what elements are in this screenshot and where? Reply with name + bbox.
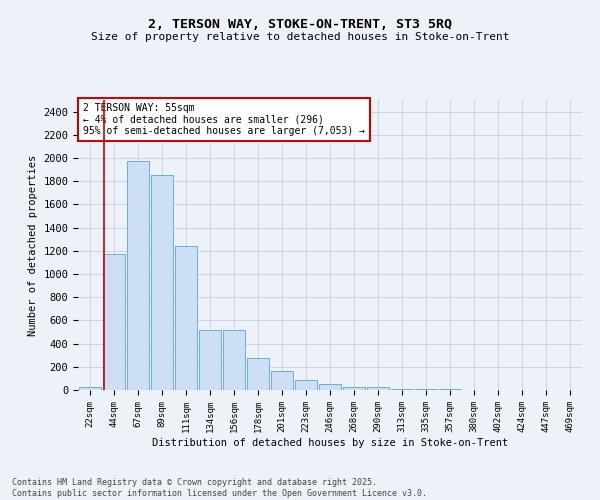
Text: Contains HM Land Registry data © Crown copyright and database right 2025.
Contai: Contains HM Land Registry data © Crown c… — [12, 478, 427, 498]
Bar — [343, 386, 365, 390]
Bar — [295, 380, 317, 390]
Bar — [175, 246, 197, 390]
X-axis label: Distribution of detached houses by size in Stoke-on-Trent: Distribution of detached houses by size … — [152, 438, 508, 448]
Bar — [199, 330, 221, 390]
Bar — [151, 176, 173, 390]
Bar — [391, 389, 413, 390]
Bar — [319, 384, 341, 390]
Bar — [247, 358, 269, 390]
Bar — [103, 254, 125, 390]
Bar — [367, 386, 389, 390]
Bar — [223, 330, 245, 390]
Bar — [271, 372, 293, 390]
Bar — [79, 388, 101, 390]
Bar — [127, 161, 149, 390]
Text: 2, TERSON WAY, STOKE-ON-TRENT, ST3 5RQ: 2, TERSON WAY, STOKE-ON-TRENT, ST3 5RQ — [148, 18, 452, 30]
Text: Size of property relative to detached houses in Stoke-on-Trent: Size of property relative to detached ho… — [91, 32, 509, 42]
Y-axis label: Number of detached properties: Number of detached properties — [28, 154, 38, 336]
Text: 2 TERSON WAY: 55sqm
← 4% of detached houses are smaller (296)
95% of semi-detach: 2 TERSON WAY: 55sqm ← 4% of detached hou… — [83, 103, 365, 136]
